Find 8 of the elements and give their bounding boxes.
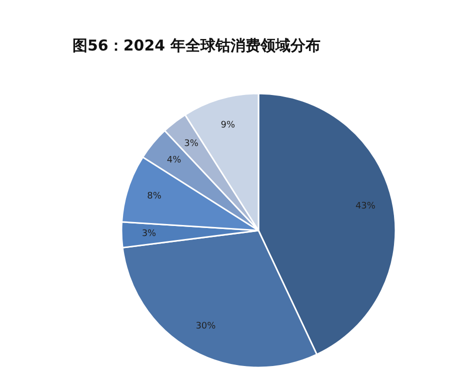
data-label: 43% bbox=[355, 202, 376, 212]
data-label: 3% bbox=[184, 138, 199, 149]
data-label: 30% bbox=[196, 322, 216, 332]
data-label: 4% bbox=[166, 156, 182, 166]
data-label: 9% bbox=[220, 120, 236, 130]
chart-title: 图56：2024 年全球钴消费领域分布 bbox=[72, 36, 320, 54]
data-label: 3% bbox=[142, 228, 157, 239]
data-label: 8% bbox=[147, 192, 162, 202]
